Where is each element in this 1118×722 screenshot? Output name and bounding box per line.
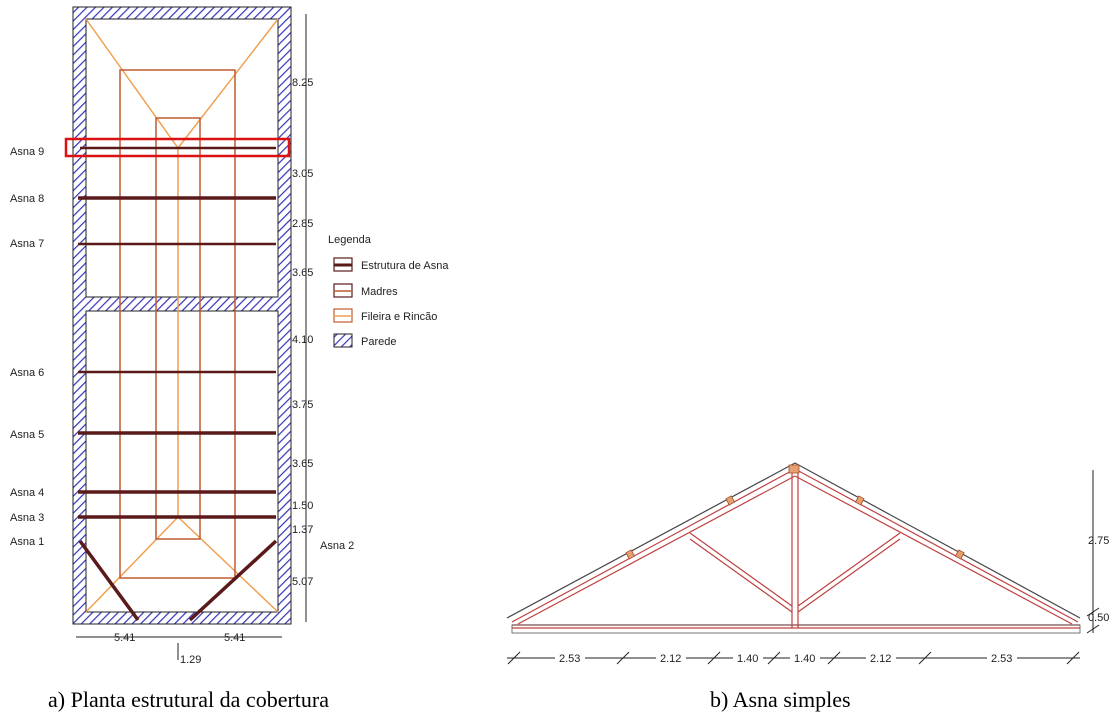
legend-item-wall: Parede	[333, 333, 396, 348]
truss-caption: b) Asna simples	[710, 687, 851, 712]
legend-label-ridge: Fileira e Rincão	[361, 311, 437, 323]
dim-8-25: 8.25	[292, 77, 313, 89]
dim-2-53-left: 2.53	[559, 653, 580, 665]
label-asna-3: Asna 3	[10, 512, 44, 524]
dim-1-37: 1.37	[292, 524, 313, 536]
legend-item-truss: Estrutura de Asna	[333, 257, 449, 272]
dim-2-75: 2.75	[1088, 535, 1109, 547]
truss-bottom-dimension: 2.53 2.12 1.40 1.40 2.12 2.53	[507, 650, 1080, 665]
legend-label-wall: Parede	[361, 336, 396, 348]
dim-5-41-right: 5.41	[224, 632, 245, 644]
truss-beams	[78, 146, 278, 622]
roof-plan: Asna 9 Asna 8 Asna 7 Asna 6 Asna 5 Asna …	[10, 6, 354, 712]
roof-outline	[506, 462, 1081, 619]
dim-3-65-b: 3.65	[292, 458, 313, 470]
outer-wall	[72, 6, 292, 625]
purlin-blocks	[625, 464, 965, 560]
dim-0-50: 0.50	[1088, 612, 1109, 624]
dim-1-40-right: 1.40	[794, 653, 815, 665]
label-asna-5: Asna 5	[10, 429, 44, 441]
rafters	[511, 468, 1079, 625]
bottom-chord	[511, 624, 1081, 634]
label-asna-6: Asna 6	[10, 367, 44, 379]
dim-3-05: 3.05	[292, 168, 313, 180]
highlight-asna-9	[64, 137, 291, 158]
legend-label-truss: Estrutura de Asna	[361, 260, 449, 272]
dim-5-41-left: 5.41	[114, 632, 135, 644]
dim-3-65-a: 3.65	[292, 267, 313, 279]
label-asna-4: Asna 4	[10, 487, 44, 499]
legend: Legenda Estrutura de Asna Madres Fileira…	[328, 234, 449, 348]
plan-walls	[72, 6, 292, 625]
legend-item-purlins: Madres	[333, 283, 398, 298]
label-asna-8: Asna 8	[10, 193, 44, 205]
purlins	[119, 69, 236, 579]
legend-item-ridge: Fileira e Rincão	[333, 308, 437, 323]
label-asna-2: Asna 2	[320, 540, 354, 552]
king-post	[791, 470, 799, 628]
plan-vertical-dimension: 8.25 3.05 2.85 3.65 4.10 3.75 3.65 1.50 …	[292, 14, 313, 622]
plan-bottom-dimension: 5.41 5.41 1.29	[76, 632, 282, 666]
label-asna-9: Asna 9	[10, 146, 44, 158]
dim-2-12-left: 2.12	[660, 653, 681, 665]
dim-5-07: 5.07	[292, 576, 313, 588]
truss-elevation: 2.75 0.50 2.53 2.12 1.40 1.4	[506, 462, 1109, 712]
truss-right-dimension: 2.75 0.50	[1086, 470, 1109, 634]
dim-1-50: 1.50	[292, 500, 313, 512]
legend-title: Legenda	[328, 234, 372, 246]
dim-2-12-right: 2.12	[870, 653, 891, 665]
truss-labels: Asna 9 Asna 8 Asna 7 Asna 6 Asna 5 Asna …	[10, 146, 354, 552]
legend-label-purlins: Madres	[361, 286, 398, 298]
struts	[689, 532, 901, 613]
plan-caption: a) Planta estrutural da cobertura	[48, 687, 329, 712]
dim-3-75: 3.75	[292, 399, 313, 411]
label-asna-7: Asna 7	[10, 238, 44, 250]
dim-4-10: 4.10	[292, 334, 313, 346]
dim-1-29: 1.29	[180, 654, 201, 666]
dim-1-40-left: 1.40	[737, 653, 758, 665]
label-asna-1: Asna 1	[10, 536, 44, 548]
dim-2-53-right: 2.53	[991, 653, 1012, 665]
ridge-and-hip-lines	[85, 18, 279, 613]
dim-2-85: 2.85	[292, 218, 313, 230]
